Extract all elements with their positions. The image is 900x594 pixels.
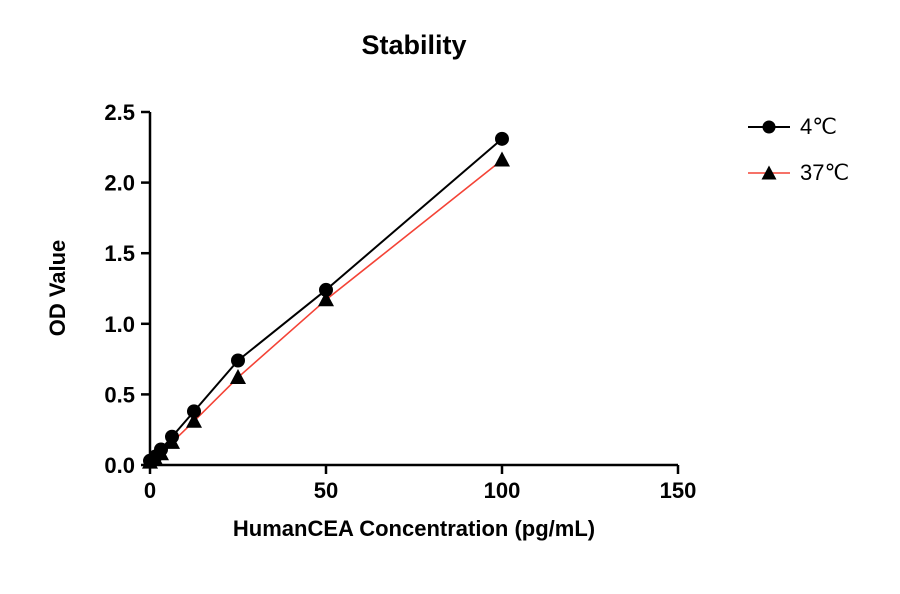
chart-title: Stability (361, 30, 467, 60)
y-tick-label: 1.0 (104, 312, 135, 337)
legend-label-4c: 4℃ (800, 114, 837, 139)
legend-item-4c: 4℃ (748, 114, 849, 140)
data-point-marker (318, 291, 334, 307)
data-point-marker (231, 353, 245, 368)
y-tick-label: 2.0 (104, 171, 135, 196)
x-tick-label: 0 (144, 478, 156, 503)
legend-circle-marker-icon (748, 120, 790, 134)
legend-triangle-marker-icon (748, 165, 790, 180)
legend: 4℃ 37℃ (748, 114, 849, 186)
legend-circle-glyph (762, 120, 776, 134)
data-point-marker (164, 433, 180, 449)
x-tick-label: 100 (484, 478, 521, 503)
y-tick-label: 0.0 (104, 453, 135, 478)
data-point-marker (319, 282, 333, 297)
y-tick-label: 2.5 (104, 100, 135, 125)
y-axis-label: OD Value (45, 239, 70, 337)
y-tick-label: 1.5 (104, 241, 135, 266)
series-line (149, 159, 503, 463)
data-point-marker (153, 445, 169, 461)
data-point-marker (187, 404, 201, 419)
x-axis-label: HumanCEA Concentration (pg/mL) (232, 516, 596, 541)
data-point-marker (186, 412, 202, 428)
legend-label-37c: 37℃ (800, 160, 850, 185)
x-tick-label: 50 (314, 478, 338, 503)
data-point-marker (494, 151, 510, 167)
x-tick-label: 150 (660, 478, 697, 503)
legend-triangle-glyph (761, 165, 777, 180)
data-point-marker (495, 131, 509, 146)
data-point-marker (230, 368, 246, 384)
y-tick-label: 0.5 (104, 382, 135, 407)
legend-item-37c: 37℃ (748, 160, 849, 186)
